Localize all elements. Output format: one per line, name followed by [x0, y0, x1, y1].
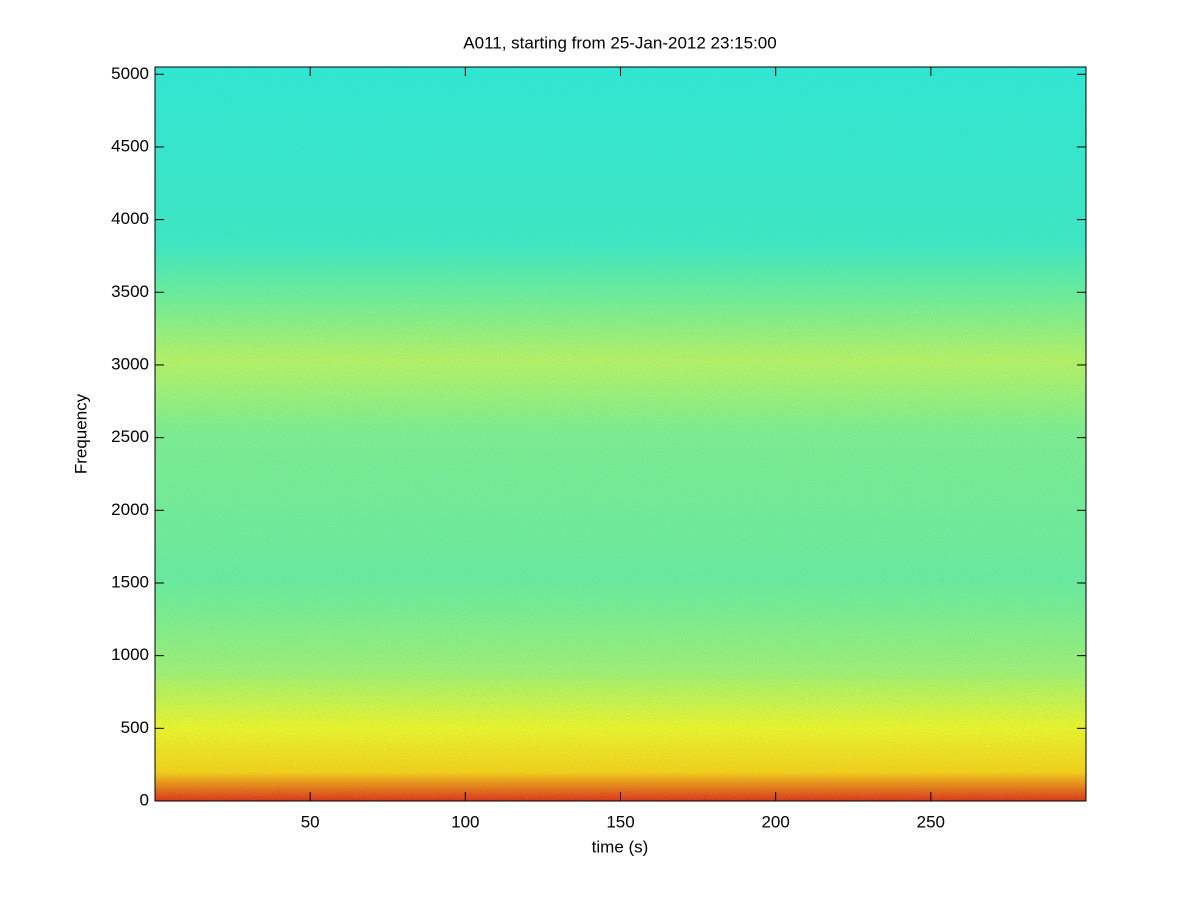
x-tick-label: 50 [301, 812, 320, 831]
y-tick-label: 3500 [111, 282, 149, 301]
spectrogram-texture [155, 67, 1086, 801]
y-tick-label: 2500 [111, 427, 149, 446]
y-tick-label: 1500 [111, 572, 149, 591]
y-tick-label: 1000 [111, 645, 149, 664]
y-tick-label: 500 [121, 718, 149, 737]
y-tick-label: 3000 [111, 354, 149, 373]
x-axis-label: time (s) [592, 837, 649, 856]
y-tick-label: 0 [140, 790, 149, 809]
y-tick-label: 2000 [111, 500, 149, 519]
x-tick-label: 100 [451, 812, 479, 831]
y-tick-label: 4000 [111, 209, 149, 228]
chart-title: A011, starting from 25-Jan-2012 23:15:00 [463, 33, 776, 52]
plot-area [154, 66, 1087, 802]
x-tick-label: 200 [761, 812, 789, 831]
y-tick-label: 4500 [111, 136, 149, 155]
x-tick-label: 250 [917, 812, 945, 831]
x-tick-label: 150 [606, 812, 634, 831]
y-axis-label: Frequency [71, 393, 90, 474]
y-tick-label: 5000 [111, 64, 149, 83]
